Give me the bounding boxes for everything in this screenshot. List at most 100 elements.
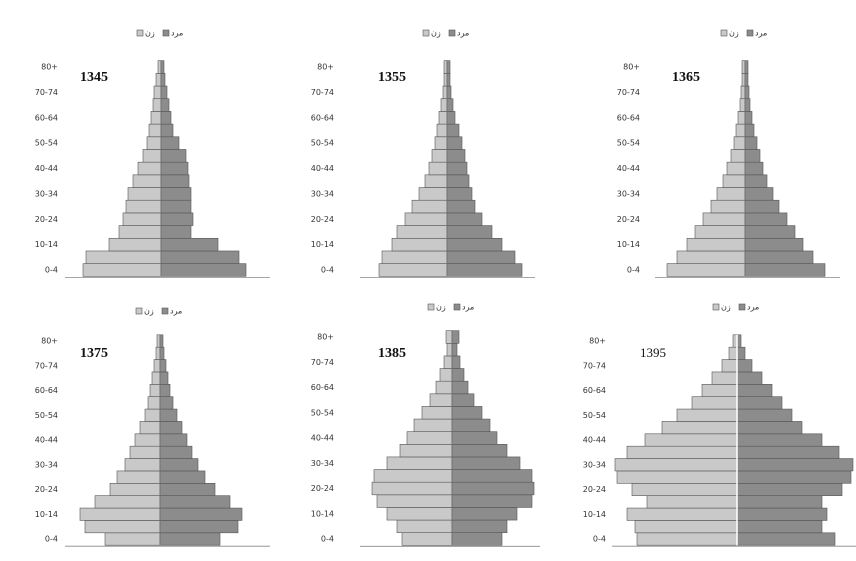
- bar: [636, 532, 738, 546]
- bar: [160, 263, 247, 277]
- bar: [159, 470, 206, 484]
- bar: [741, 60, 746, 74]
- bar: [451, 406, 483, 420]
- bar: [443, 355, 453, 369]
- y-tick-label: 0-4: [321, 266, 334, 275]
- bar: [85, 250, 162, 264]
- legend-label: زن: [436, 303, 446, 312]
- legend-swatch: [712, 303, 720, 311]
- bar: [160, 85, 168, 100]
- y-tick-label: 30-34: [311, 459, 334, 468]
- bar: [451, 330, 460, 344]
- y-tick-label: 80+: [41, 63, 58, 72]
- bar: [451, 418, 491, 432]
- bar: [626, 445, 738, 459]
- y-tick-label: 80+: [41, 337, 58, 346]
- legend-label: زن: [721, 303, 731, 312]
- bar: [160, 98, 170, 112]
- legend-swatch: [136, 29, 144, 37]
- y-tick-label: 40-44: [311, 434, 334, 443]
- y-tick-label: 70-74: [583, 361, 606, 370]
- y-tick-label: 20-24: [583, 485, 606, 494]
- legend-label: مرد: [170, 307, 182, 316]
- bar: [159, 483, 216, 496]
- bar: [159, 408, 178, 422]
- legend-label: مرد: [462, 303, 474, 312]
- y-tick-label: 20-24: [35, 485, 58, 494]
- y-tick-label: 10-14: [311, 509, 334, 518]
- y-tick-label: 40-44: [311, 164, 334, 173]
- bar: [451, 519, 508, 533]
- bar: [442, 85, 448, 100]
- bar: [160, 161, 189, 176]
- legend-label: زن: [145, 29, 155, 38]
- bar: [411, 199, 448, 214]
- bar: [726, 161, 746, 176]
- bar: [438, 111, 448, 125]
- bar: [118, 225, 162, 239]
- legend-swatch: [453, 303, 461, 311]
- bar: [744, 73, 749, 87]
- bar: [404, 212, 448, 226]
- bar: [451, 393, 475, 407]
- chart-title: 1385: [378, 346, 406, 361]
- bar: [440, 98, 448, 112]
- bar: [159, 458, 199, 472]
- bar: [139, 421, 161, 435]
- bar: [124, 458, 161, 472]
- bar: [736, 507, 828, 521]
- bar: [744, 136, 758, 150]
- bar: [159, 346, 165, 360]
- y-tick-label: 0-4: [45, 266, 58, 275]
- bar: [666, 263, 746, 277]
- bar: [160, 187, 192, 201]
- bar: [413, 418, 453, 432]
- bar: [116, 470, 161, 484]
- bar: [428, 161, 448, 176]
- y-tick-label: 80+: [317, 63, 334, 72]
- bar: [626, 507, 738, 521]
- bar: [159, 371, 169, 385]
- bar: [736, 532, 836, 546]
- bar: [421, 406, 453, 420]
- bar: [744, 199, 780, 214]
- bar: [446, 85, 452, 100]
- bar: [153, 359, 161, 373]
- bar: [424, 174, 448, 188]
- chart-title: 1365: [672, 70, 700, 85]
- bar: [134, 433, 161, 447]
- bar: [446, 111, 456, 125]
- bar: [401, 532, 453, 546]
- bar: [736, 371, 763, 385]
- y-tick-label: 30-34: [583, 460, 606, 469]
- bar: [631, 483, 738, 496]
- bar: [736, 520, 823, 534]
- y-tick-label: 50-54: [35, 411, 58, 420]
- bar: [744, 237, 804, 252]
- bar: [156, 334, 161, 348]
- chart-title: 1375: [80, 346, 108, 361]
- bar: [446, 343, 453, 357]
- bar: [160, 149, 187, 163]
- bar: [160, 60, 165, 74]
- bar: [160, 136, 180, 150]
- bar: [159, 520, 239, 534]
- bar: [691, 396, 738, 410]
- y-tick-label: 20-24: [35, 215, 58, 224]
- y-tick-label: 10-14: [35, 510, 58, 519]
- legend-label: مرد: [171, 29, 183, 38]
- bar: [381, 250, 448, 264]
- bar: [446, 98, 454, 112]
- y-tick-label: 60-64: [35, 386, 58, 395]
- bar: [614, 458, 738, 472]
- bar: [431, 149, 448, 163]
- bar: [129, 445, 161, 459]
- bar: [446, 250, 516, 264]
- bar: [386, 507, 453, 521]
- bar: [716, 187, 746, 201]
- bar: [736, 483, 843, 496]
- bar: [159, 532, 221, 546]
- bar: [730, 149, 746, 163]
- bar: [443, 60, 448, 74]
- y-tick-label: 30-34: [617, 189, 640, 198]
